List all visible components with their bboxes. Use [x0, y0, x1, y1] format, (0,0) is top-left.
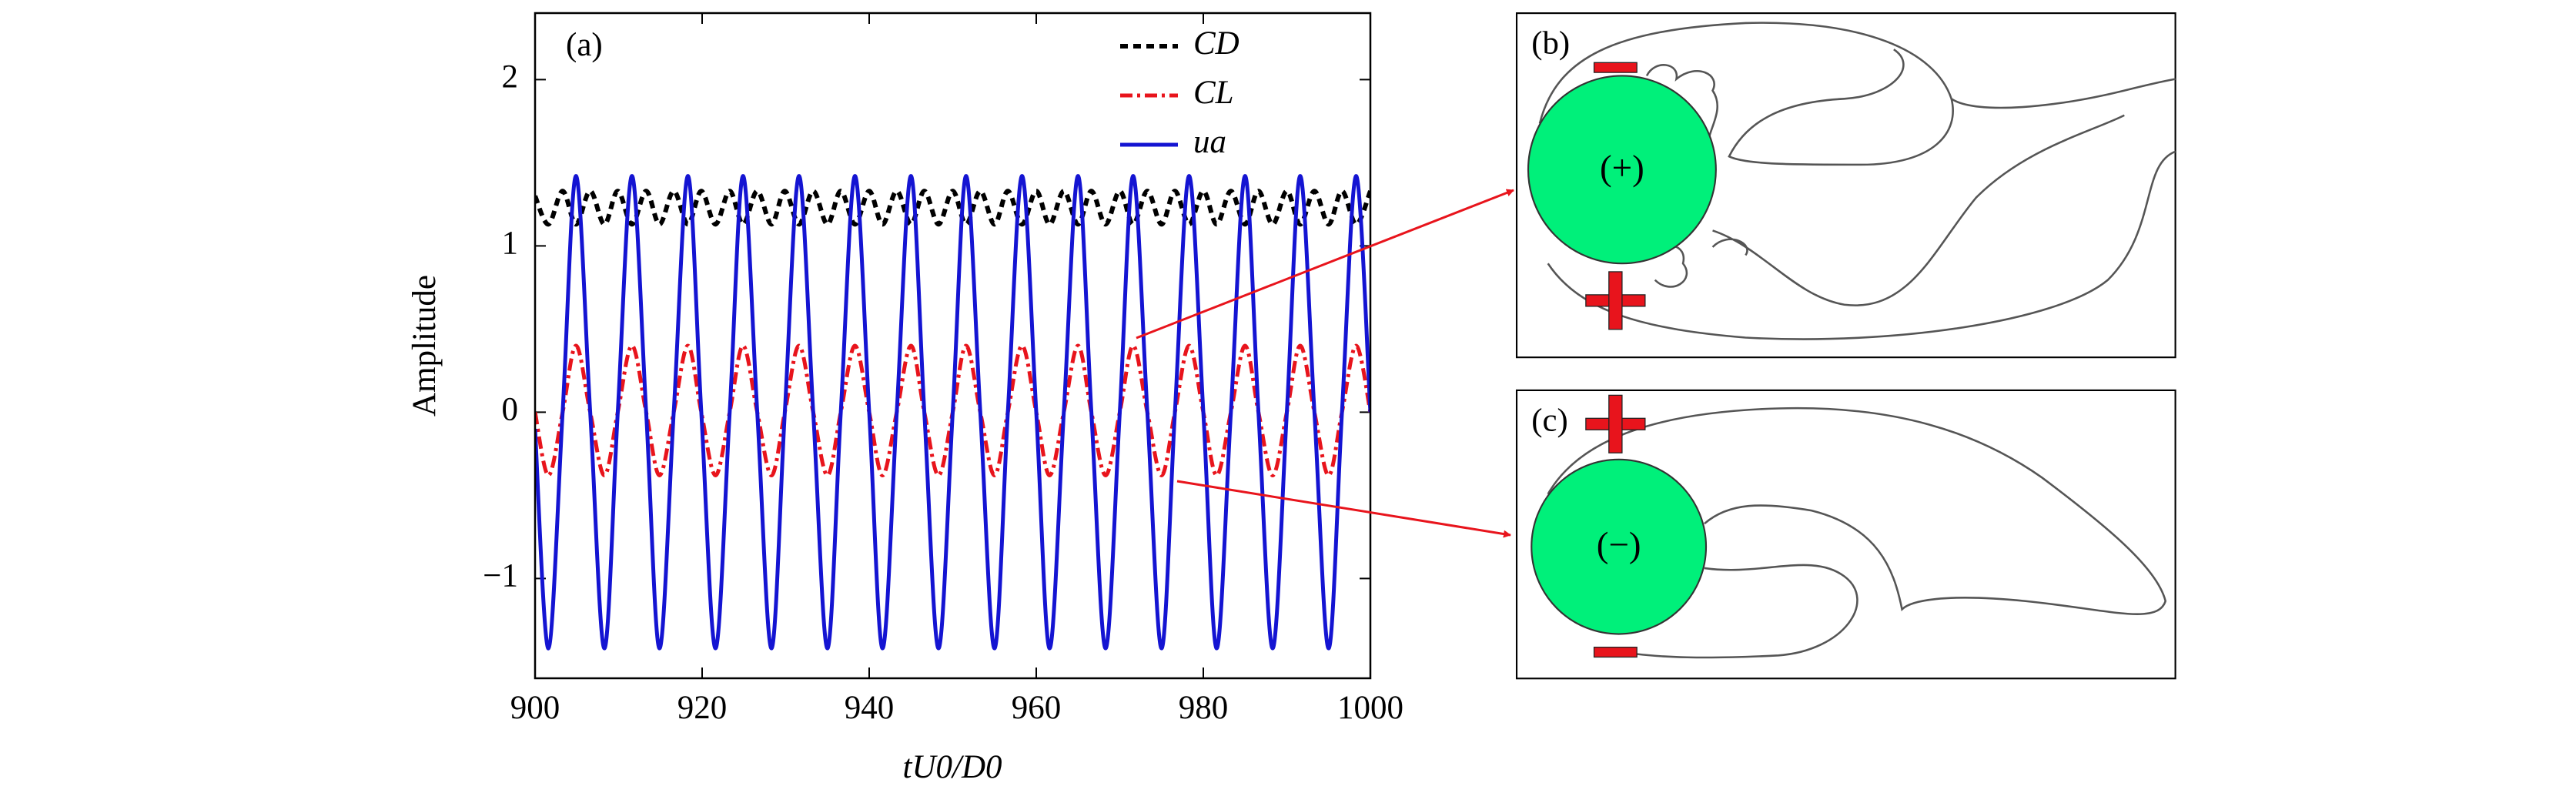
- x-tick-label: 920: [677, 690, 728, 726]
- x-tick-label: 900: [510, 690, 560, 726]
- minus-sign: [1593, 646, 1638, 658]
- panel-label: (c): [1531, 403, 1567, 439]
- y-axis-label: Amplitude: [406, 275, 443, 417]
- series-line: [535, 189, 1370, 227]
- y-tick-label: −1: [483, 557, 518, 594]
- plus-sign: [1608, 394, 1623, 453]
- legend-label: CL: [1193, 75, 1234, 111]
- x-tick-label: 960: [1012, 690, 1062, 726]
- x-axis-label: tU0/D0: [903, 749, 1002, 785]
- sign-label: (+): [1600, 148, 1644, 188]
- series-line: [535, 174, 1370, 651]
- panels: (b) (+) (c) (−): [1515, 12, 2176, 680]
- sign-label: (−): [1597, 525, 1641, 565]
- arrow: [1136, 189, 1514, 340]
- plus-sign: [1608, 271, 1623, 330]
- panel-label: (a): [566, 27, 603, 63]
- panel-label: (b): [1531, 25, 1570, 62]
- x-tick-label: 1000: [1337, 690, 1403, 726]
- contour: [1538, 22, 2176, 340]
- legend-label: ua: [1193, 124, 1226, 160]
- x-tick-label: 980: [1179, 690, 1229, 726]
- arrow: [1176, 480, 1511, 538]
- y-tick-label: 2: [502, 59, 519, 95]
- minus-sign: [1593, 62, 1638, 73]
- cylinder: [1527, 75, 1717, 265]
- panel-b: (b) (+): [1515, 12, 2176, 359]
- legend-label: CD: [1193, 25, 1239, 62]
- plot-a: (a) tU0/D0 Amplitude 900 920 940 960 980 1000…: [406, 12, 1403, 785]
- cylinder: [1531, 458, 1708, 635]
- contour: [1547, 407, 2167, 659]
- plot-frame: [534, 12, 1372, 680]
- x-tick-label: 940: [845, 690, 895, 726]
- y-tick-label: 0: [502, 391, 519, 427]
- contour: [1645, 64, 2125, 306]
- panel-c: (c) (−): [1515, 389, 2176, 680]
- y-tick-label: 1: [502, 225, 519, 261]
